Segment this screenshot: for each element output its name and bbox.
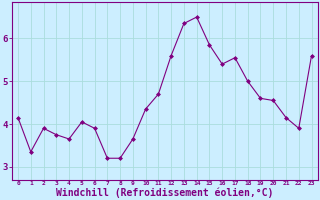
X-axis label: Windchill (Refroidissement éolien,°C): Windchill (Refroidissement éolien,°C): [56, 187, 274, 198]
